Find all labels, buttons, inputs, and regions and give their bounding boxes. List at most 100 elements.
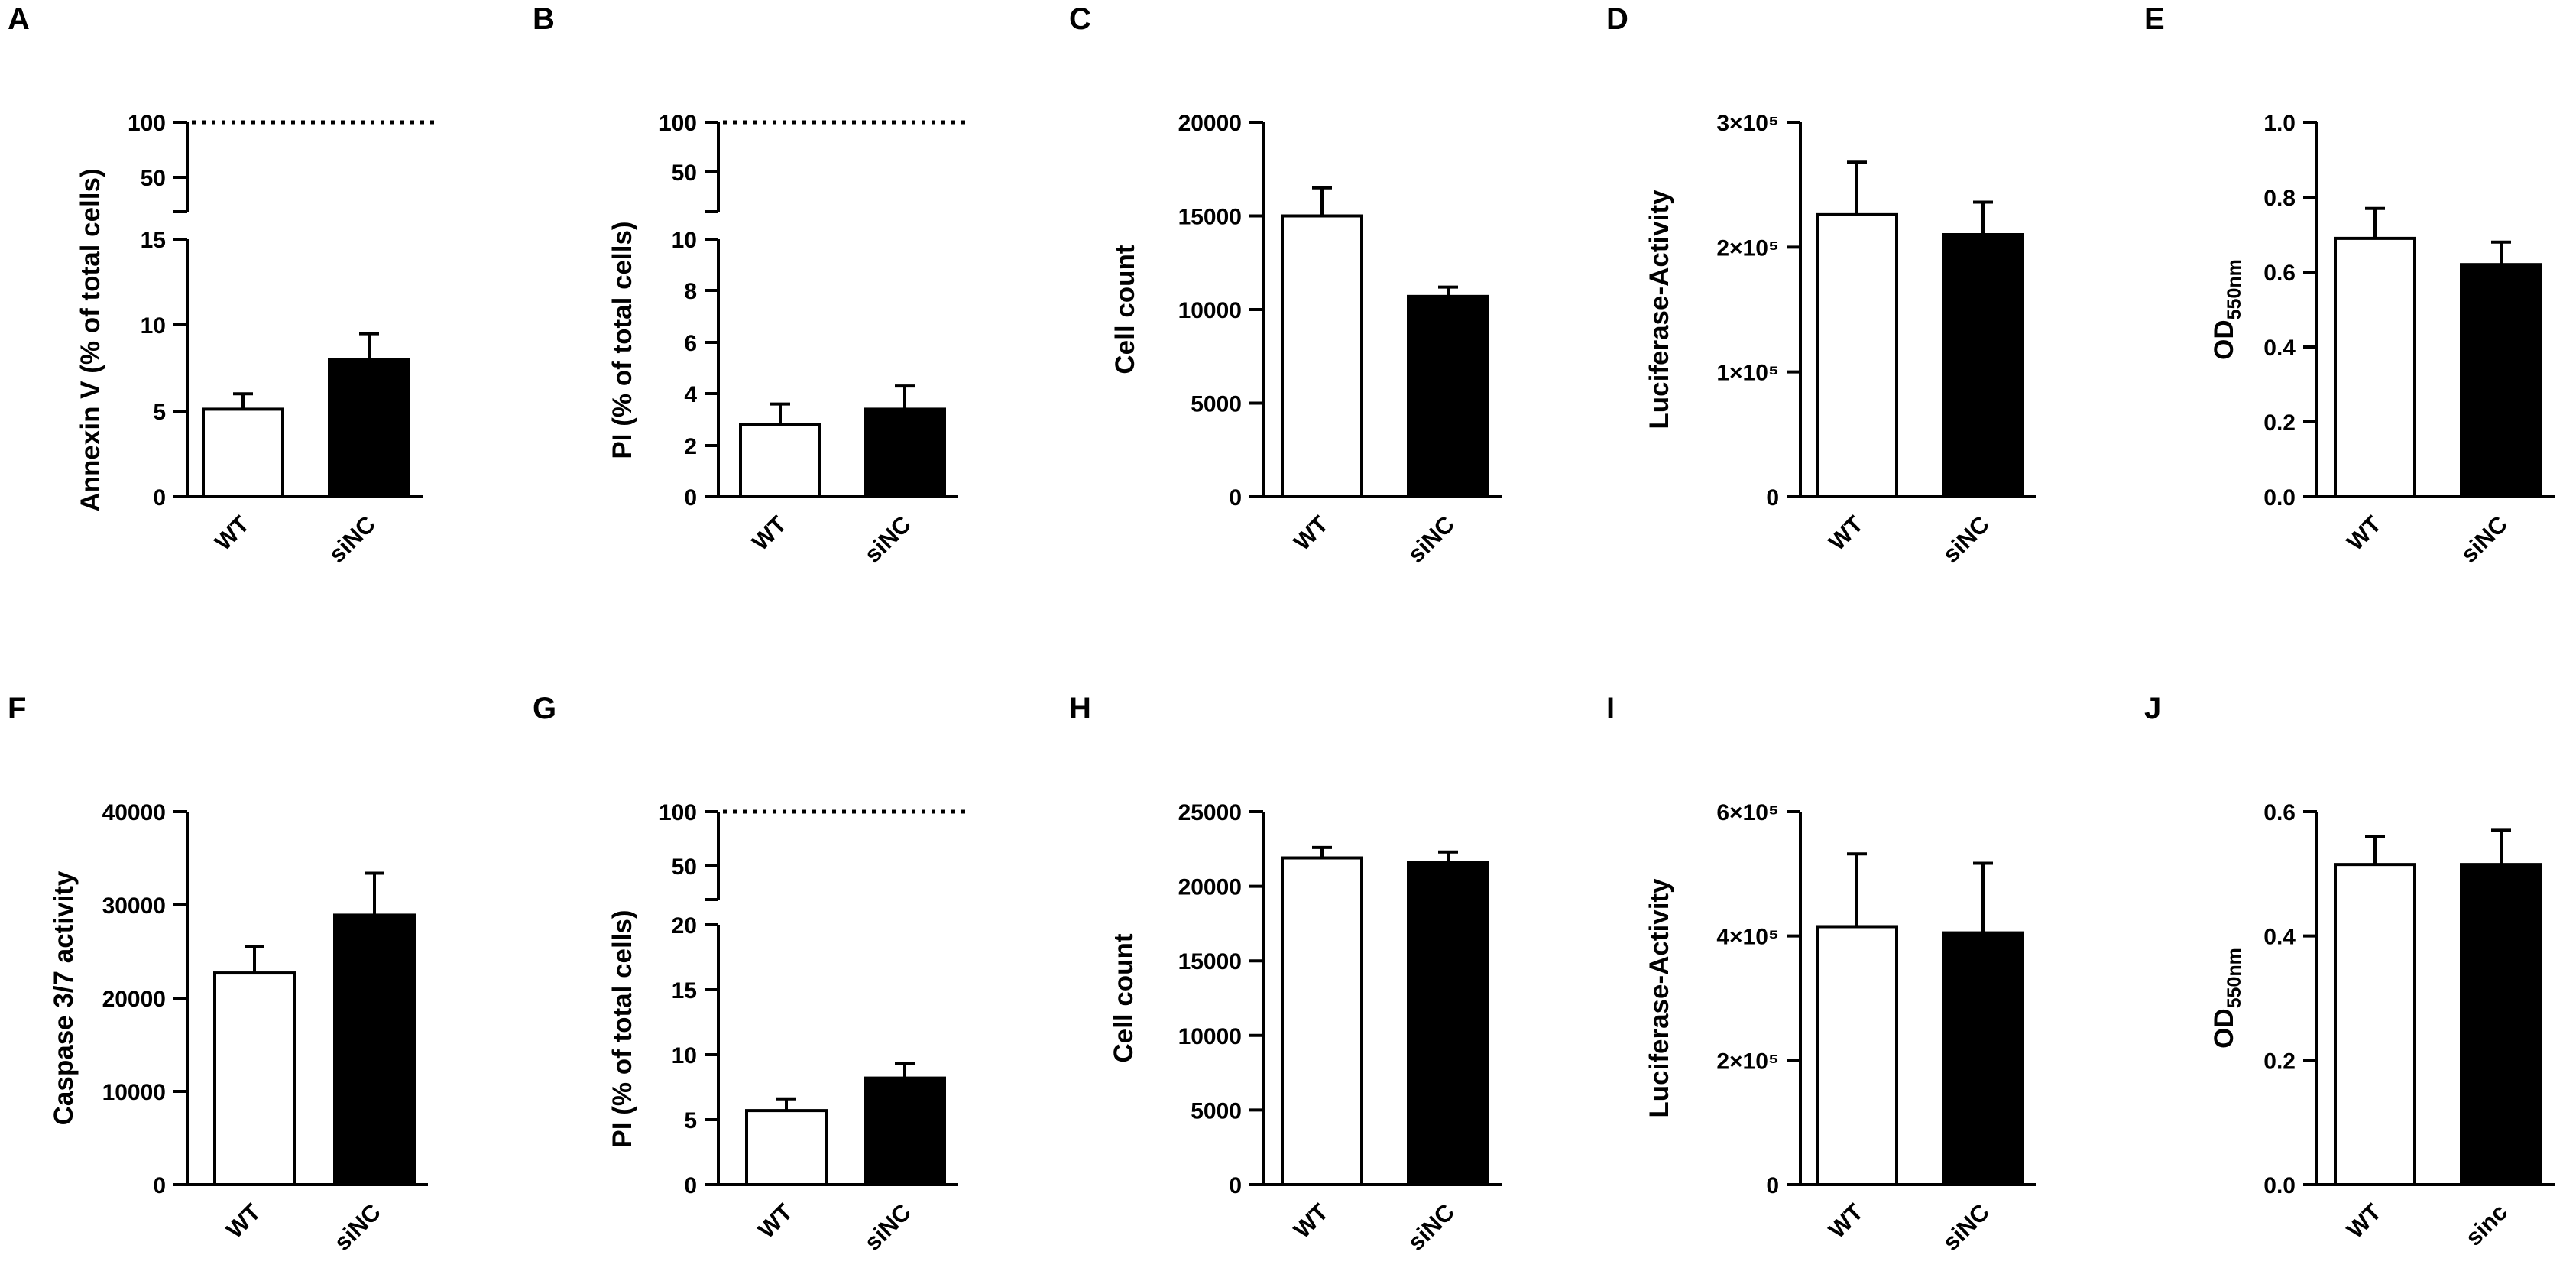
bar-1: [328, 358, 410, 498]
category-label: WT: [1288, 511, 1333, 556]
y-tick-label: 1×10⁵: [1716, 361, 1779, 386]
panel-letter: G: [533, 692, 556, 725]
bar-1: [1407, 861, 1489, 1187]
y-tick-label: 15000: [1178, 205, 1242, 230]
y-tick-label: 2×10⁵: [1716, 235, 1779, 261]
chart-panel-c: C 0 5000 10000 15000 20000 Cell count WT siNC: [1069, 2, 1502, 568]
y-tick-label: 100: [128, 111, 166, 136]
y-tick-label: 0: [1766, 485, 1779, 511]
category-label: siNC: [1937, 511, 1994, 568]
category-label: WT: [747, 511, 792, 556]
category-label: WT: [1823, 511, 1868, 556]
y-tick-label: 20000: [1178, 875, 1242, 900]
y-axis-label: PI (% of total cells): [608, 221, 637, 459]
y-tick-label: 0: [684, 1173, 697, 1198]
chart-panel-a: A 0 5 10 15 50 100 Annexin V (% of total cells)…: [8, 2, 439, 568]
y-tick-label: 10000: [102, 1080, 166, 1105]
chart-panel-i: I 0 2×10⁵ 4×10⁵ 6×10⁵ Luciferase-Activity WT si…: [1606, 692, 2036, 1256]
bar-0: [1816, 212, 1898, 498]
panel-letter: E: [2144, 2, 2165, 36]
bar-1: [864, 407, 946, 498]
y-tick-label: 0.0: [2263, 485, 2296, 511]
y-axis-label: OD550nm: [2209, 259, 2245, 360]
y-axis-label: OD550nm: [2209, 948, 2245, 1049]
y-tick-label: 0: [1229, 1173, 1242, 1198]
chart-panel-g: G 0 5 10 15 20 50 100 PI (% of total cells) WT siN…: [533, 692, 970, 1256]
panel-letter: H: [1069, 692, 1091, 725]
chart-panel-b: B 0 2 4 6 8 10 50 100 PI (% of total cells) WT siNC: [533, 2, 970, 568]
y-tick-label: 20: [672, 913, 697, 939]
y-tick-label: 3×10⁵: [1716, 111, 1779, 136]
bar-1: [333, 913, 416, 1187]
bar-0: [202, 407, 284, 498]
panel-letter: D: [1606, 2, 1628, 36]
y-tick-label: 0.6: [2263, 261, 2296, 286]
bar-0: [1816, 925, 1898, 1186]
y-tick-label: 0.2: [2263, 410, 2296, 436]
y-tick-label: 10: [672, 1043, 697, 1068]
y-tick-label: 50: [672, 854, 697, 880]
y-tick-label: 2×10⁵: [1716, 1049, 1779, 1074]
y-axis-label-subscript: 550nm: [2224, 259, 2245, 319]
y-axis-label-main: OD: [2209, 1008, 2239, 1049]
y-tick-label: 15: [141, 228, 166, 253]
y-tick-label: 0.0: [2263, 1173, 2296, 1198]
y-tick-label: 5000: [1191, 392, 1242, 417]
y-tick-label: 5000: [1191, 1098, 1242, 1123]
bar-1: [2460, 863, 2542, 1186]
category-label: siNC: [1937, 1198, 1994, 1256]
category-label: siNC: [2455, 511, 2513, 568]
panel-letter: B: [533, 2, 555, 36]
category-label: WT: [2341, 511, 2386, 556]
y-tick-label: 6: [684, 331, 697, 356]
y-tick-label: 100: [659, 800, 697, 825]
y-tick-label: 10: [672, 228, 697, 253]
y-tick-label: 0: [684, 485, 697, 511]
y-tick-label: 0.4: [2263, 336, 2296, 361]
bar-0: [745, 1109, 828, 1186]
category-label: siNC: [329, 1198, 386, 1256]
bar-0: [2334, 863, 2416, 1186]
y-tick-label: 0.8: [2263, 186, 2296, 211]
y-tick-label: 10: [141, 313, 166, 339]
y-tick-label: 5: [684, 1108, 697, 1133]
y-tick-label: 100: [659, 111, 697, 136]
panel-letter: F: [8, 692, 26, 725]
y-axis-label: Caspase 3/7 activity: [49, 871, 79, 1125]
panel-letter: I: [1606, 692, 1615, 725]
category-label: siNC: [859, 1198, 916, 1256]
chart-panel-e: E 0.0 0.2 0.4 0.6 0.8 1.0 OD550nm WT siNC: [2144, 2, 2555, 568]
bar-1: [2460, 263, 2542, 498]
y-tick-label: 10000: [1178, 298, 1242, 323]
category-label: WT: [221, 1198, 266, 1243]
y-tick-label: 25000: [1178, 800, 1242, 825]
category-label: siNC: [1402, 511, 1460, 568]
y-tick-label: 0.6: [2263, 800, 2296, 825]
y-tick-label: 0.4: [2263, 925, 2296, 950]
category-label: WT: [2341, 1198, 2386, 1243]
category-label: sinc: [2460, 1198, 2513, 1251]
y-tick-label: 1.0: [2263, 111, 2296, 136]
bar-0: [739, 423, 821, 499]
category-label: siNC: [859, 511, 916, 568]
category-label: WT: [1288, 1198, 1333, 1243]
y-tick-label: 2: [684, 434, 697, 459]
y-tick-label: 0: [153, 1173, 166, 1198]
y-tick-label: 0: [1766, 1173, 1779, 1198]
panel-letter: C: [1069, 2, 1091, 36]
category-label: WT: [753, 1198, 798, 1243]
y-tick-label: 0: [1229, 485, 1242, 511]
y-axis-label: Annexin V (% of total cells): [76, 168, 105, 511]
category-label: WT: [1823, 1198, 1868, 1243]
chart-panel-j: J 0.0 0.2 0.4 0.6 OD550nm WT sinc: [2144, 692, 2555, 1251]
chart-panel-f: F 0 10000 20000 30000 40000 Caspase 3/7 activi…: [8, 692, 428, 1256]
chart-panel-d: D 0 1×10⁵ 2×10⁵ 3×10⁵ Luciferase-Activity WT si…: [1606, 2, 2036, 568]
y-tick-label: 30000: [102, 893, 166, 919]
chart-panel-h: H 0 5000 10000 15000 20000 25000 Cell count WT si…: [1069, 692, 1502, 1256]
y-axis-label: PI (% of total cells): [608, 909, 637, 1147]
y-tick-label: 8: [684, 279, 697, 304]
category-label: siNC: [323, 511, 381, 568]
bar-1: [1407, 294, 1489, 498]
bar-1: [1942, 233, 2024, 498]
